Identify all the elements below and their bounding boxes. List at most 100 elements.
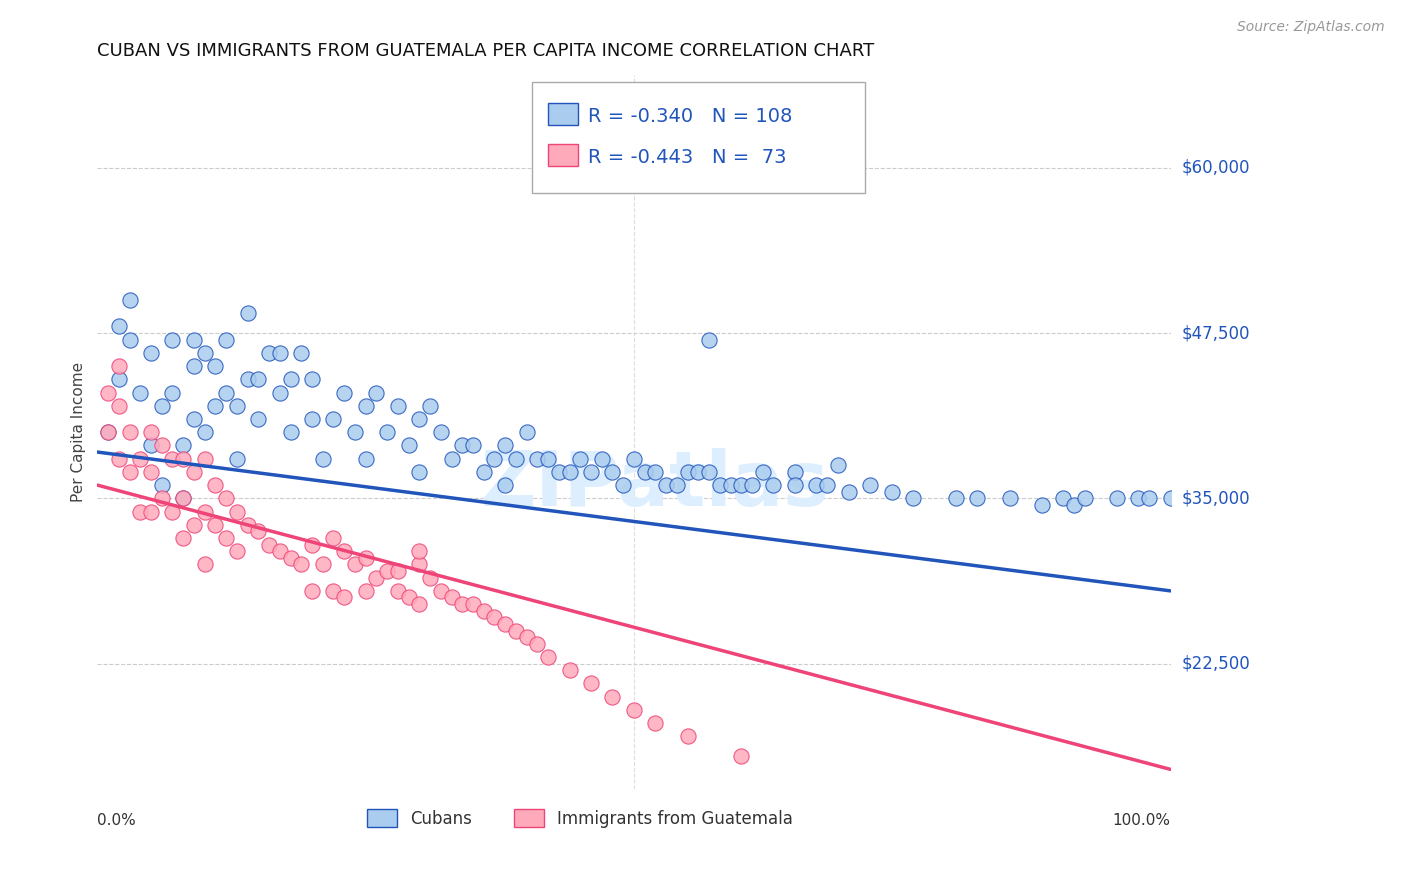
Point <box>762 478 785 492</box>
Point <box>247 372 270 386</box>
Point <box>634 465 657 479</box>
Point <box>558 465 581 479</box>
Point <box>827 458 849 473</box>
Point <box>676 465 699 479</box>
Point <box>162 451 184 466</box>
Point <box>139 425 162 440</box>
Point <box>644 465 666 479</box>
Point <box>354 550 377 565</box>
Point <box>408 558 430 572</box>
Point <box>602 690 624 704</box>
Point <box>183 465 205 479</box>
Point <box>257 538 280 552</box>
Point <box>387 583 409 598</box>
Point <box>408 465 430 479</box>
Point <box>280 372 302 386</box>
Text: ZIPatlas: ZIPatlas <box>481 448 830 522</box>
Point <box>194 346 217 360</box>
Point <box>806 478 828 492</box>
Point <box>236 517 259 532</box>
Point <box>150 399 173 413</box>
Point <box>215 333 238 347</box>
Point <box>472 604 495 618</box>
Point <box>451 438 474 452</box>
Point <box>215 385 238 400</box>
Point <box>387 399 409 413</box>
Point <box>269 346 291 360</box>
Point <box>537 650 560 665</box>
Point <box>172 491 194 506</box>
FancyBboxPatch shape <box>531 82 865 193</box>
Point <box>312 451 335 466</box>
Text: 100.0%: 100.0% <box>1112 813 1171 828</box>
Point <box>290 558 312 572</box>
Point <box>172 531 194 545</box>
Point <box>547 465 569 479</box>
Point <box>183 359 205 373</box>
Point <box>398 591 420 605</box>
Point <box>97 425 120 440</box>
Point <box>257 346 280 360</box>
Point <box>688 465 710 479</box>
Point <box>676 729 699 743</box>
Point <box>343 558 366 572</box>
Point <box>429 425 451 440</box>
Point <box>204 359 226 373</box>
Point <box>697 333 720 347</box>
Point <box>301 583 323 598</box>
Point <box>301 412 323 426</box>
Point <box>333 385 356 400</box>
Point <box>247 412 270 426</box>
Point <box>408 544 430 558</box>
Point <box>516 630 538 644</box>
Point <box>612 478 634 492</box>
Point <box>162 333 184 347</box>
Point <box>118 425 141 440</box>
Point <box>429 583 451 598</box>
Point <box>751 465 773 479</box>
Point <box>815 478 838 492</box>
Point <box>494 478 516 492</box>
Point <box>1031 498 1053 512</box>
Point <box>118 293 141 307</box>
Text: $35,000: $35,000 <box>1181 490 1250 508</box>
Point <box>838 484 860 499</box>
Point <box>225 504 247 518</box>
Point <box>194 425 217 440</box>
Point <box>204 399 226 413</box>
Point <box>998 491 1021 506</box>
Text: R = -0.340   N = 108: R = -0.340 N = 108 <box>588 107 792 126</box>
Point <box>1063 498 1085 512</box>
Point <box>655 478 678 492</box>
Text: R = -0.443   N =  73: R = -0.443 N = 73 <box>588 148 786 167</box>
FancyBboxPatch shape <box>548 103 578 125</box>
Point <box>225 544 247 558</box>
Point <box>354 399 377 413</box>
Point <box>215 491 238 506</box>
Point <box>741 478 763 492</box>
Point <box>150 438 173 452</box>
Point <box>269 385 291 400</box>
Point <box>387 564 409 578</box>
Point <box>322 583 344 598</box>
Point <box>183 412 205 426</box>
Point <box>290 346 312 360</box>
Point <box>225 399 247 413</box>
Point <box>172 491 194 506</box>
Point <box>172 451 194 466</box>
Point <box>783 478 806 492</box>
Point <box>108 399 131 413</box>
Point <box>97 385 120 400</box>
Text: Source: ZipAtlas.com: Source: ZipAtlas.com <box>1237 20 1385 34</box>
Point <box>484 451 506 466</box>
Point <box>505 451 527 466</box>
Point <box>591 451 613 466</box>
Point <box>108 372 131 386</box>
Point <box>665 478 688 492</box>
Point <box>783 465 806 479</box>
Point <box>301 538 323 552</box>
Point <box>343 425 366 440</box>
Point <box>269 544 291 558</box>
Point <box>150 478 173 492</box>
Point <box>1137 491 1160 506</box>
